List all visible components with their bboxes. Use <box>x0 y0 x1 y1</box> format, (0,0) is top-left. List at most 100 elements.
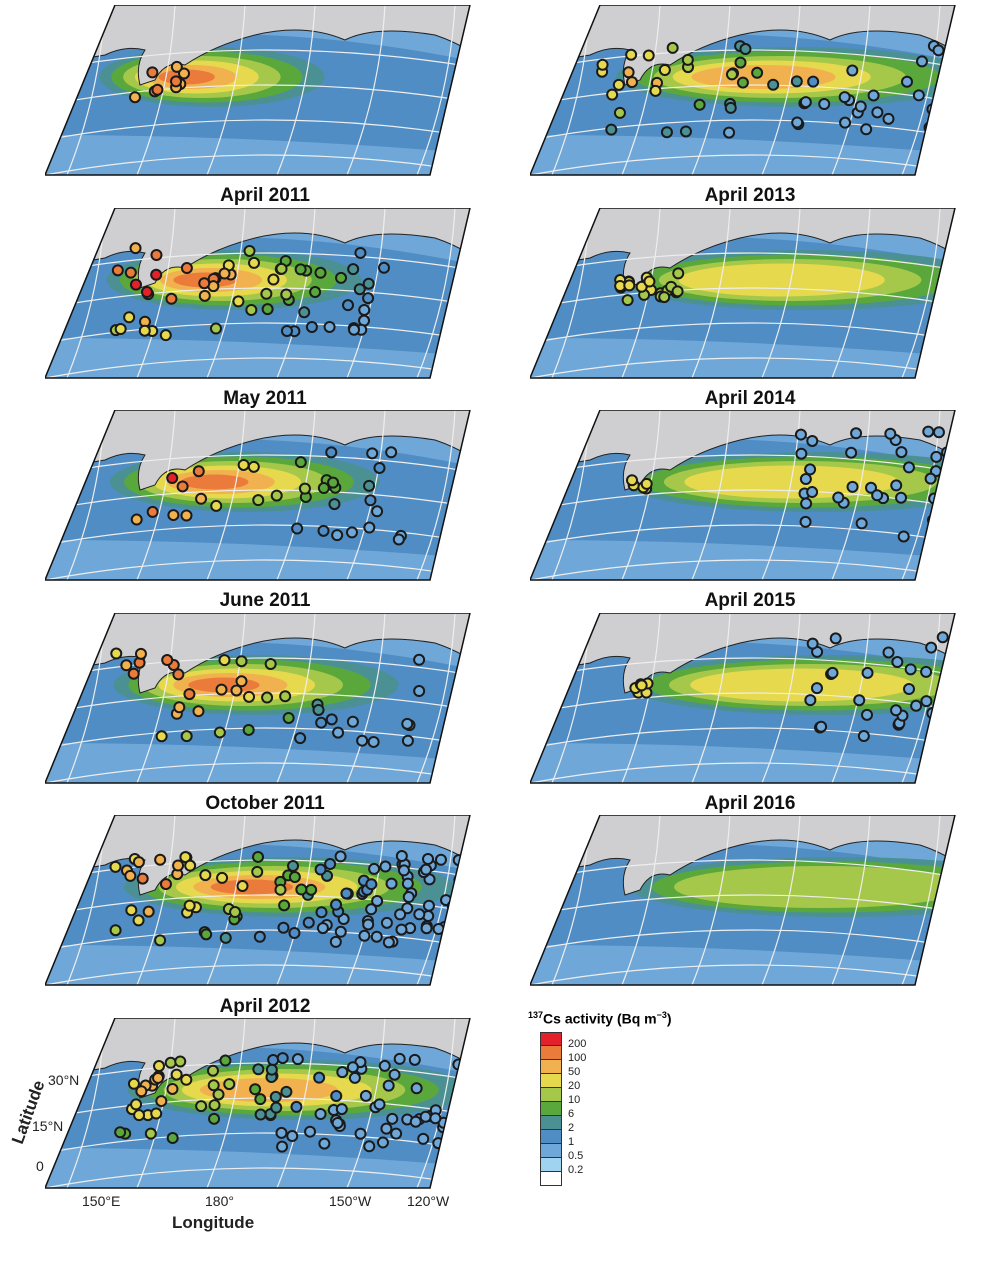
station-marker <box>130 513 143 526</box>
color-scale: 200 100 50 20 10 6 2 1 0.5 0.2 <box>540 1032 586 1186</box>
station-marker <box>382 1079 395 1092</box>
station-marker <box>409 1115 422 1128</box>
station-marker <box>804 463 817 476</box>
station-marker <box>725 68 738 81</box>
plume-contour <box>678 263 885 297</box>
station-marker <box>248 256 261 269</box>
plume-contour <box>684 465 899 499</box>
station-marker <box>854 100 867 113</box>
station-marker <box>358 929 371 942</box>
station-marker <box>922 425 935 438</box>
station-marker <box>334 850 347 863</box>
station-marker <box>363 1140 376 1153</box>
station-marker <box>794 428 807 441</box>
station-marker <box>354 1127 367 1140</box>
map-panel <box>528 814 975 990</box>
station-marker <box>324 858 337 871</box>
station-marker <box>340 887 353 900</box>
station-marker <box>294 456 307 469</box>
station-marker <box>354 246 367 259</box>
station-marker <box>140 286 153 299</box>
station-marker <box>347 263 360 276</box>
station-marker <box>114 323 127 336</box>
station-marker <box>235 655 248 668</box>
station-marker <box>373 1098 386 1111</box>
station-marker <box>166 1082 179 1095</box>
station-marker <box>679 125 692 138</box>
station-marker <box>316 922 329 935</box>
station-marker <box>166 1132 179 1145</box>
scale-label: 6 <box>568 1108 575 1120</box>
station-marker <box>254 1108 267 1121</box>
station-marker <box>804 694 817 707</box>
station-marker <box>626 474 639 487</box>
station-marker <box>170 75 183 88</box>
station-marker <box>286 859 299 872</box>
station-marker <box>920 695 933 708</box>
station-marker <box>331 1116 344 1129</box>
station-marker <box>124 869 137 882</box>
scale-swatch <box>540 1046 562 1060</box>
station-marker <box>232 295 245 308</box>
scale-swatch <box>540 1130 562 1144</box>
station-marker <box>596 58 609 71</box>
scale-label: 50 <box>568 1066 581 1078</box>
station-marker <box>895 491 908 504</box>
station-marker <box>164 1056 177 1069</box>
station-marker <box>413 685 426 698</box>
panel-title: April 2013 <box>704 185 796 206</box>
station-marker <box>936 631 949 644</box>
y-tick: 0 <box>36 1158 44 1174</box>
station-marker <box>635 679 648 692</box>
station-marker <box>660 126 673 139</box>
station-marker <box>252 494 265 507</box>
station-marker <box>900 75 913 88</box>
station-marker <box>799 515 812 528</box>
station-marker <box>212 1088 225 1101</box>
station-marker <box>395 923 408 936</box>
station-marker <box>930 450 943 463</box>
station-marker <box>832 491 845 504</box>
station-marker <box>127 1077 140 1090</box>
x-axis-label: Longitude <box>172 1213 255 1232</box>
station-marker <box>890 704 903 717</box>
station-marker <box>385 446 398 459</box>
station-marker <box>154 853 167 866</box>
station-marker <box>806 486 819 499</box>
station-marker <box>290 1100 303 1113</box>
station-marker <box>159 878 172 891</box>
station-marker <box>199 869 212 882</box>
station-marker <box>931 707 944 720</box>
station-marker <box>791 116 804 129</box>
station-marker <box>417 1132 430 1145</box>
station-marker <box>380 916 393 929</box>
station-marker <box>260 287 273 300</box>
station-marker <box>462 1094 470 1107</box>
station-marker <box>298 306 311 319</box>
station-marker <box>198 277 211 290</box>
station-marker <box>276 1052 289 1065</box>
station-marker <box>920 665 933 678</box>
station-marker <box>173 701 186 714</box>
station-marker <box>434 853 447 866</box>
station-marker <box>302 916 315 929</box>
station-marker <box>882 646 895 659</box>
station-marker <box>286 1130 299 1143</box>
map-panel <box>43 207 490 383</box>
station-marker <box>195 1100 208 1113</box>
station-marker <box>207 1079 220 1092</box>
station-marker <box>362 292 375 305</box>
station-marker <box>159 329 172 342</box>
station-marker <box>178 67 191 80</box>
map-panel <box>43 814 490 990</box>
scale-swatch <box>540 1144 562 1158</box>
station-marker <box>279 690 292 703</box>
station-marker <box>378 1059 391 1072</box>
station-marker <box>871 106 884 119</box>
station-marker <box>342 299 355 312</box>
station-marker <box>380 1122 393 1135</box>
station-marker <box>109 860 122 873</box>
station-marker <box>846 64 859 77</box>
station-marker <box>275 262 288 275</box>
station-marker <box>195 492 208 505</box>
